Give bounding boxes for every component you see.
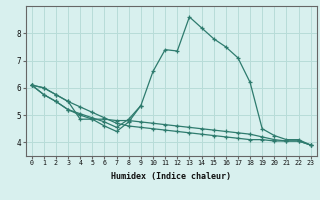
X-axis label: Humidex (Indice chaleur): Humidex (Indice chaleur) (111, 172, 231, 181)
